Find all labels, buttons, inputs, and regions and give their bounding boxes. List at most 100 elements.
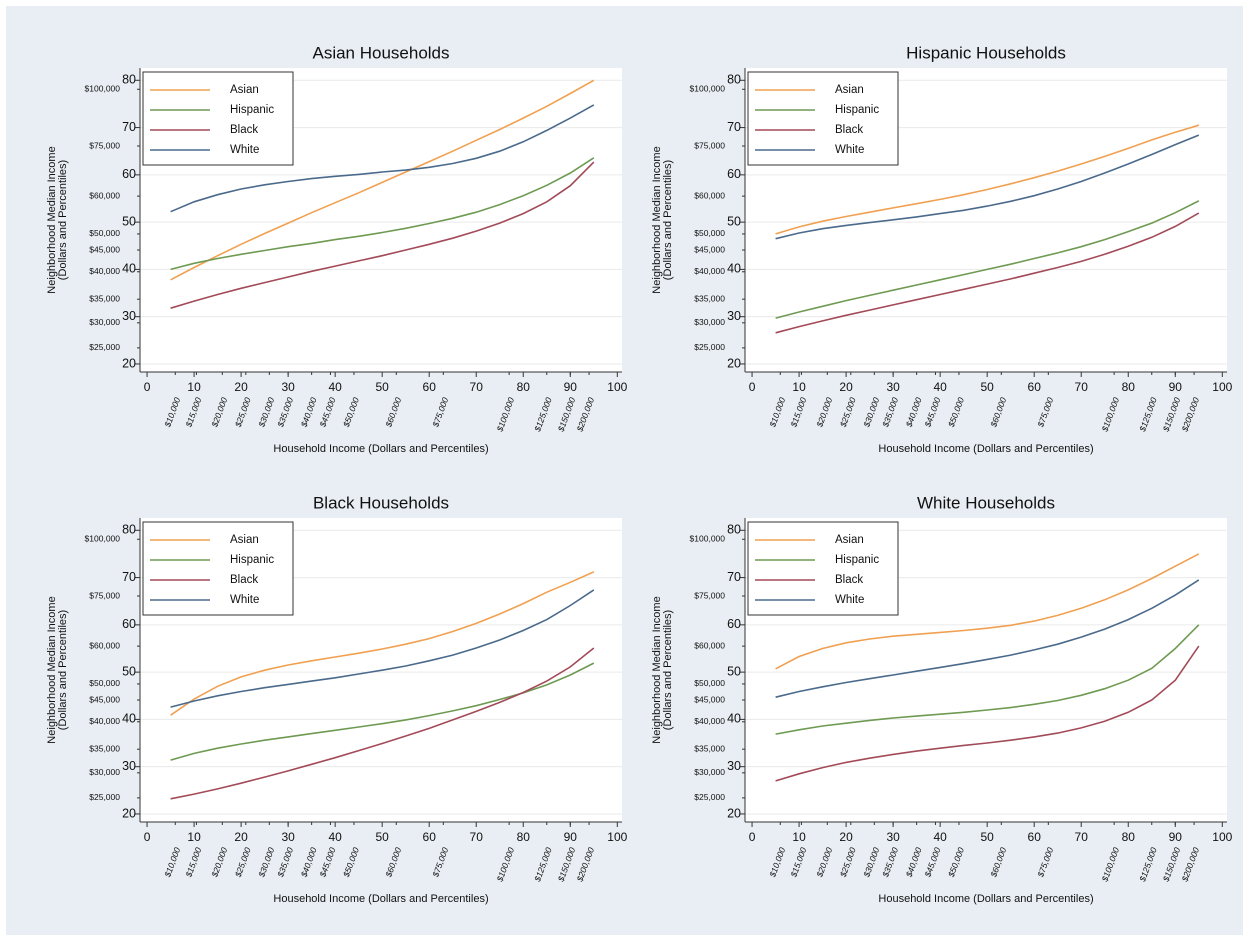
x-tick-label: 60 — [423, 830, 437, 844]
legend-label: White — [230, 594, 259, 606]
x-tick-label: 20 — [839, 830, 853, 844]
legend-label: Black — [835, 124, 863, 136]
x-tick-label: 100 — [607, 830, 627, 844]
y-dollar-tick-label: $35,000 — [694, 743, 725, 753]
y-tick-label: 60 — [727, 617, 741, 631]
x-axis-title: Household Income (Dollars and Percentile… — [273, 443, 488, 455]
legend-label: Hispanic — [230, 554, 274, 566]
x-tick-label: 80 — [1122, 830, 1136, 844]
y-dollar-tick-label: $50,000 — [694, 228, 725, 238]
x-tick-label: 100 — [607, 380, 627, 394]
x-tick-label: 60 — [1028, 380, 1042, 394]
y-axis-title: Neighborhood Median Income — [651, 146, 663, 293]
x-tick-label: 20 — [234, 380, 248, 394]
x-axis-title: Household Income (Dollars and Percentile… — [273, 893, 488, 905]
series-line — [170, 104, 595, 213]
legend-label: Hispanic — [230, 104, 274, 116]
y-axis-title: (Dollars and Percentiles) — [57, 610, 69, 730]
x-tick-label: 10 — [187, 380, 201, 394]
x-tick-label: 10 — [792, 830, 806, 844]
series-line — [775, 553, 1200, 670]
series-line — [170, 157, 595, 271]
y-dollar-tick-label: $40,000 — [89, 716, 120, 726]
y-dollar-tick-label: $30,000 — [89, 317, 120, 327]
y-tick-label: 40 — [122, 712, 136, 726]
x-tick-label: 40 — [933, 830, 947, 844]
x-tick-label: 100 — [1212, 830, 1232, 844]
y-tick-label: 30 — [727, 309, 741, 323]
x-tick-label: 50 — [375, 830, 389, 844]
x-axis-title: Household Income (Dollars and Percentile… — [878, 443, 1093, 455]
legend-label: Asian — [230, 84, 259, 96]
y-dollar-tick-label: $75,000 — [89, 590, 120, 600]
legend-box — [142, 71, 294, 166]
x-tick-label: 70 — [470, 380, 484, 394]
series-line — [170, 571, 595, 716]
y-dollar-tick-label: $30,000 — [694, 317, 725, 327]
series-line — [775, 200, 1200, 319]
x-tick-label: 80 — [517, 380, 531, 394]
y-dollar-tick-label: $100,000 — [85, 84, 121, 94]
y-tick-label: 50 — [122, 214, 136, 228]
legend-label: White — [835, 144, 864, 156]
y-dollar-tick-label: $50,000 — [89, 678, 120, 688]
legend-label: Black — [230, 124, 258, 136]
y-tick-label: 80 — [727, 73, 741, 87]
y-dollar-tick-label: $45,000 — [694, 244, 725, 254]
x-tick-label: 30 — [886, 830, 900, 844]
y-tick-label: 50 — [727, 664, 741, 678]
legend-label: White — [230, 144, 259, 156]
y-dollar-tick-label: $40,000 — [694, 716, 725, 726]
x-tick-label: 50 — [980, 380, 994, 394]
x-tick-label: 50 — [375, 380, 389, 394]
series-line — [170, 161, 595, 309]
legend-label: Asian — [835, 534, 864, 546]
y-tick-label: 40 — [122, 262, 136, 276]
y-dollar-tick-label: $30,000 — [694, 767, 725, 777]
y-dollar-tick-label: $45,000 — [89, 694, 120, 704]
x-tick-label: 0 — [749, 380, 756, 394]
x-tick-label: 30 — [886, 380, 900, 394]
series-line — [775, 124, 1200, 235]
y-tick-label: 80 — [122, 73, 136, 87]
y-tick-label: 20 — [122, 806, 136, 820]
x-tick-label: 70 — [1075, 830, 1089, 844]
series-line — [775, 134, 1200, 240]
legend-label: Hispanic — [835, 554, 879, 566]
legend-label: Asian — [835, 84, 864, 96]
legend-label: Black — [835, 574, 863, 586]
y-tick-label: 20 — [122, 356, 136, 370]
y-dollar-tick-label: $60,000 — [89, 190, 120, 200]
x-tick-label: 60 — [423, 380, 437, 394]
y-tick-label: 30 — [122, 759, 136, 773]
y-tick-label: 80 — [727, 523, 741, 537]
y-axis-title: Neighborhood Median Income — [46, 146, 58, 293]
y-tick-label: 30 — [727, 759, 741, 773]
y-dollar-tick-label: $75,000 — [694, 140, 725, 150]
y-tick-label: 20 — [727, 806, 741, 820]
y-tick-label: 60 — [122, 617, 136, 631]
x-tick-label: 40 — [328, 830, 342, 844]
y-dollar-tick-label: $35,000 — [89, 293, 120, 303]
y-dollar-tick-label: $50,000 — [89, 228, 120, 238]
legend-label: Hispanic — [835, 104, 879, 116]
y-dollar-tick-label: $30,000 — [89, 767, 120, 777]
series-line — [170, 79, 595, 281]
y-axis-title: (Dollars and Percentiles) — [57, 160, 69, 280]
y-tick-label: 20 — [727, 356, 741, 370]
legend-box — [142, 521, 294, 616]
x-tick-label: 80 — [517, 830, 531, 844]
y-dollar-tick-label: $45,000 — [694, 694, 725, 704]
x-tick-label: 40 — [933, 380, 947, 394]
y-dollar-tick-label: $25,000 — [694, 342, 725, 352]
y-dollar-tick-label: $100,000 — [690, 534, 726, 544]
x-tick-label: 0 — [749, 830, 756, 844]
y-axis-title: Neighborhood Median Income — [651, 596, 663, 743]
x-tick-label: 90 — [1169, 830, 1183, 844]
y-tick-label: 50 — [727, 214, 741, 228]
x-axis-title: Household Income (Dollars and Percentile… — [878, 893, 1093, 905]
legend-box — [747, 71, 899, 166]
x-tick-label: 0 — [144, 830, 151, 844]
y-tick-label: 60 — [727, 167, 741, 181]
